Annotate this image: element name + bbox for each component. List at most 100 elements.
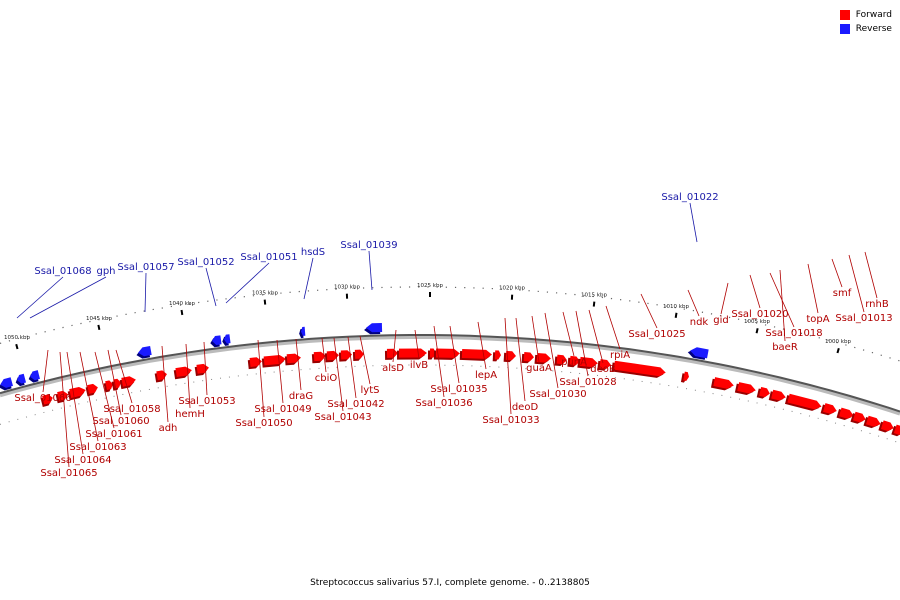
scale-tick-label: 1005 kbp	[744, 319, 770, 325]
forward-gene-label: topA	[806, 314, 829, 325]
forward-gene-arrow	[40, 394, 53, 407]
forward-gene-label: Ssal_01063	[69, 442, 126, 453]
leader-line	[16, 276, 64, 319]
forward-gene-label: punA	[561, 357, 587, 368]
forward-gene-label: ndk	[690, 317, 709, 328]
leader-line	[257, 339, 265, 418]
forward-gene-arrow	[710, 377, 734, 391]
scale-tick-label: 1010 kbp	[663, 304, 689, 310]
leader-line	[848, 254, 865, 313]
reverse-gene-label: gph	[96, 266, 115, 277]
scale-tick	[345, 293, 349, 299]
leader-line	[392, 329, 397, 363]
forward-gene-label: alsD	[382, 363, 404, 374]
scale-tick-label: 1050 kbp	[4, 335, 30, 341]
forward-gene-label: deoB	[590, 364, 616, 375]
reverse-gene-label: Ssal_01051	[240, 252, 297, 263]
reverse-gene-label: Ssal_01022	[661, 192, 718, 203]
scale-tick	[510, 294, 514, 300]
scale-tick	[428, 292, 432, 298]
forward-gene-label: Ssal_01020	[731, 309, 788, 320]
leader-line	[66, 351, 84, 455]
forward-gene-label: Ssal_01066	[14, 393, 71, 404]
reverse-gene-label: Ssal_01068	[34, 266, 91, 277]
scale-tick	[755, 328, 759, 334]
leader-line	[449, 325, 460, 384]
leader-line	[477, 321, 487, 370]
forward-gene-arrow	[891, 424, 900, 437]
forward-gene-label: guaA	[526, 363, 552, 374]
reverse-gene-label: Ssal_01052	[177, 257, 234, 268]
leader-line	[225, 262, 270, 304]
reverse-gene-arrow	[28, 370, 40, 383]
forward-gene-arrow	[820, 403, 837, 416]
leader-line	[749, 274, 761, 309]
forward-gene-label: smf	[833, 288, 852, 299]
legend-forward-label: Forward	[855, 10, 892, 20]
legend-reverse: Reverse	[839, 22, 892, 36]
forward-gene-arrow	[311, 351, 326, 364]
reverse-gene-arrow	[222, 334, 231, 346]
leader-line	[144, 272, 147, 313]
forward-gene-label: Ssal_01058	[103, 404, 160, 415]
forward-gene-arrow	[119, 376, 136, 390]
leader-line	[107, 349, 122, 416]
forward-gene-label: Ssal_01065	[40, 468, 97, 479]
scale-tick	[15, 343, 19, 350]
forward-gene-arrow	[878, 420, 894, 433]
forward-gene-label: Ssal_01053	[178, 396, 235, 407]
scale-tick-label: 1040 kbp	[169, 301, 195, 307]
leader-line	[115, 349, 133, 404]
reverse-gene-arrow	[136, 346, 152, 359]
forward-gene-arrow	[247, 357, 262, 370]
leader-line	[504, 317, 512, 415]
scale-tick	[592, 301, 596, 307]
leader-line	[720, 282, 729, 315]
leader-line	[29, 276, 107, 319]
scale-tick	[674, 312, 678, 318]
legend: Forward Reverse	[839, 8, 892, 36]
scale-tick	[263, 299, 267, 305]
leader-line	[605, 305, 621, 350]
forward-gene-arrow	[577, 356, 598, 369]
scale-tick-label: 1000 kbp	[825, 339, 851, 345]
reverse-gene-arrow	[210, 335, 222, 348]
forward-gene-arrow	[154, 370, 167, 383]
backbone-shadow	[0, 335, 900, 416]
legend-reverse-label: Reverse	[855, 24, 892, 34]
forward-gene-arrow	[338, 350, 352, 362]
scale-tick	[180, 309, 184, 316]
forward-gene-label: Ssal_01050	[235, 418, 292, 429]
reverse-gene-arrow	[0, 377, 13, 391]
leader-line	[687, 289, 700, 317]
leader-line	[94, 351, 115, 429]
scale-tick-label: 1030 kbp	[334, 285, 360, 291]
leader-line	[575, 310, 589, 377]
forward-gene-arrow	[194, 363, 209, 377]
forward-gene-arrow	[261, 354, 286, 368]
leader-line	[689, 202, 698, 243]
forward-gene-arrow	[768, 389, 786, 402]
leader-line	[864, 251, 878, 299]
scale-tick-label: 1020 kbp	[499, 286, 525, 292]
reverse-gene-label: hsdS	[301, 247, 325, 258]
forward-gene-label: Ssal_01033	[482, 415, 539, 426]
forward-gene-label: adh	[159, 423, 178, 434]
reverse-gene-arrow	[299, 326, 306, 339]
scale-tick-label: 1025 kbp	[417, 283, 443, 289]
leader-line	[544, 312, 559, 389]
forward-gene-label: lepA	[475, 370, 497, 381]
forward-gene-arrow	[554, 354, 567, 366]
leader-line	[185, 343, 191, 409]
leader-line	[333, 337, 344, 412]
leader-line	[303, 257, 314, 300]
forward-gene-arrow	[567, 355, 580, 368]
forward-gene-label: Ssal_01042	[327, 399, 384, 410]
leader-line	[588, 309, 604, 364]
forward-gene-arrow	[784, 393, 822, 411]
leader-line	[295, 338, 302, 391]
leader-line	[59, 351, 70, 468]
leader-line	[359, 335, 371, 385]
scale-tick	[97, 324, 101, 331]
scale-tick	[836, 347, 840, 354]
